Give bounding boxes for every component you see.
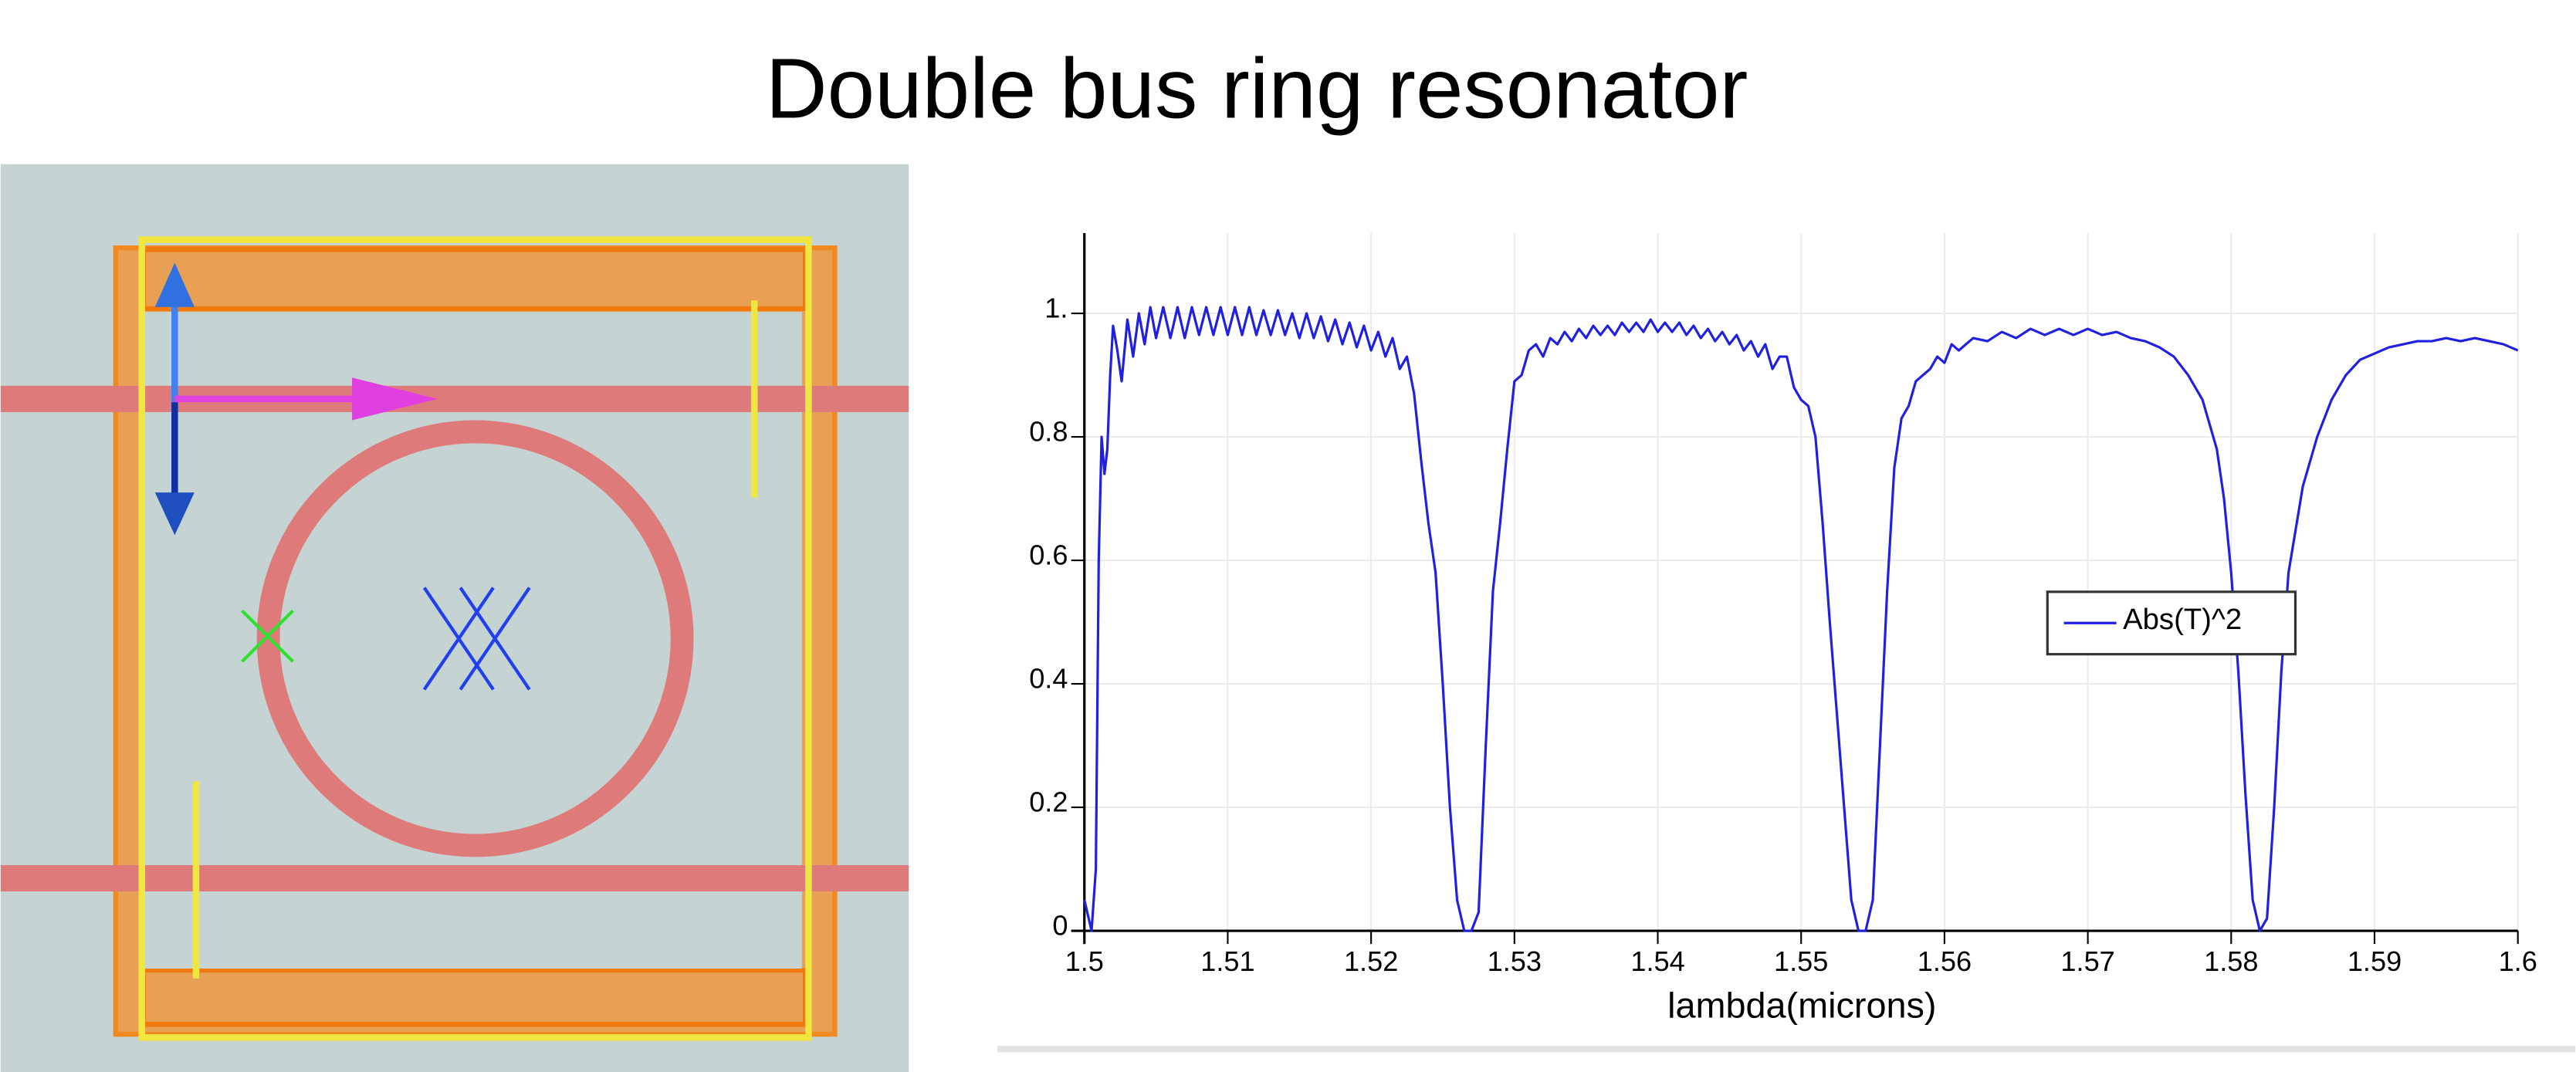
x-tick-label: 1.56 — [1918, 945, 1972, 977]
y-tick-label: 1. — [1044, 292, 1068, 323]
x-tick-label: 1.59 — [2348, 945, 2402, 977]
x-tick-label: 1.58 — [2204, 945, 2258, 977]
x-tick-label: 1.53 — [1488, 945, 1542, 977]
x-axis-label: lambda(microns) — [1667, 985, 1936, 1025]
x-tick-label: 1.55 — [1774, 945, 1828, 977]
legend-label: Abs(T)^2 — [2123, 603, 2242, 636]
y-tick-label: 0.6 — [1029, 539, 1068, 570]
top-stripe — [140, 247, 808, 312]
arrow-head — [154, 492, 195, 536]
x-tick-label: 1.57 — [2060, 945, 2114, 977]
y-tick-label: 0.8 — [1029, 415, 1068, 447]
plot: 1.5 1.51 1.52 1.53 1.54 1.55 1.56 1.57 1.58 1.59 1… — [1029, 233, 2537, 977]
plot-panel — [997, 229, 2576, 1051]
page-title: Double bus ring resonator — [766, 42, 1748, 137]
selection-frame — [138, 236, 812, 1041]
y-tick-label: 0 — [1052, 909, 1068, 941]
bottom-bus — [0, 864, 909, 892]
x-tick-label: 1.6 — [2499, 945, 2537, 977]
y-tick-label: 0.4 — [1029, 662, 1068, 694]
y-tick-label: 0.2 — [1029, 786, 1068, 817]
monitor-marker — [422, 587, 531, 691]
layout-view — [0, 164, 909, 1072]
top-bus — [0, 385, 909, 412]
x-tick-label: 1.54 — [1630, 945, 1684, 977]
arrow-head — [352, 377, 438, 421]
x-tick-label: 1.52 — [1344, 945, 1398, 977]
source-marker — [241, 609, 294, 663]
data-line — [1083, 306, 2519, 932]
x-tick-label: 1.51 — [1200, 945, 1254, 977]
arrow-head — [154, 262, 195, 307]
bottom-stripe — [140, 967, 808, 1027]
legend: Abs(T)^2 — [2046, 590, 2297, 656]
x-tick-label: 1.5 — [1065, 945, 1104, 977]
